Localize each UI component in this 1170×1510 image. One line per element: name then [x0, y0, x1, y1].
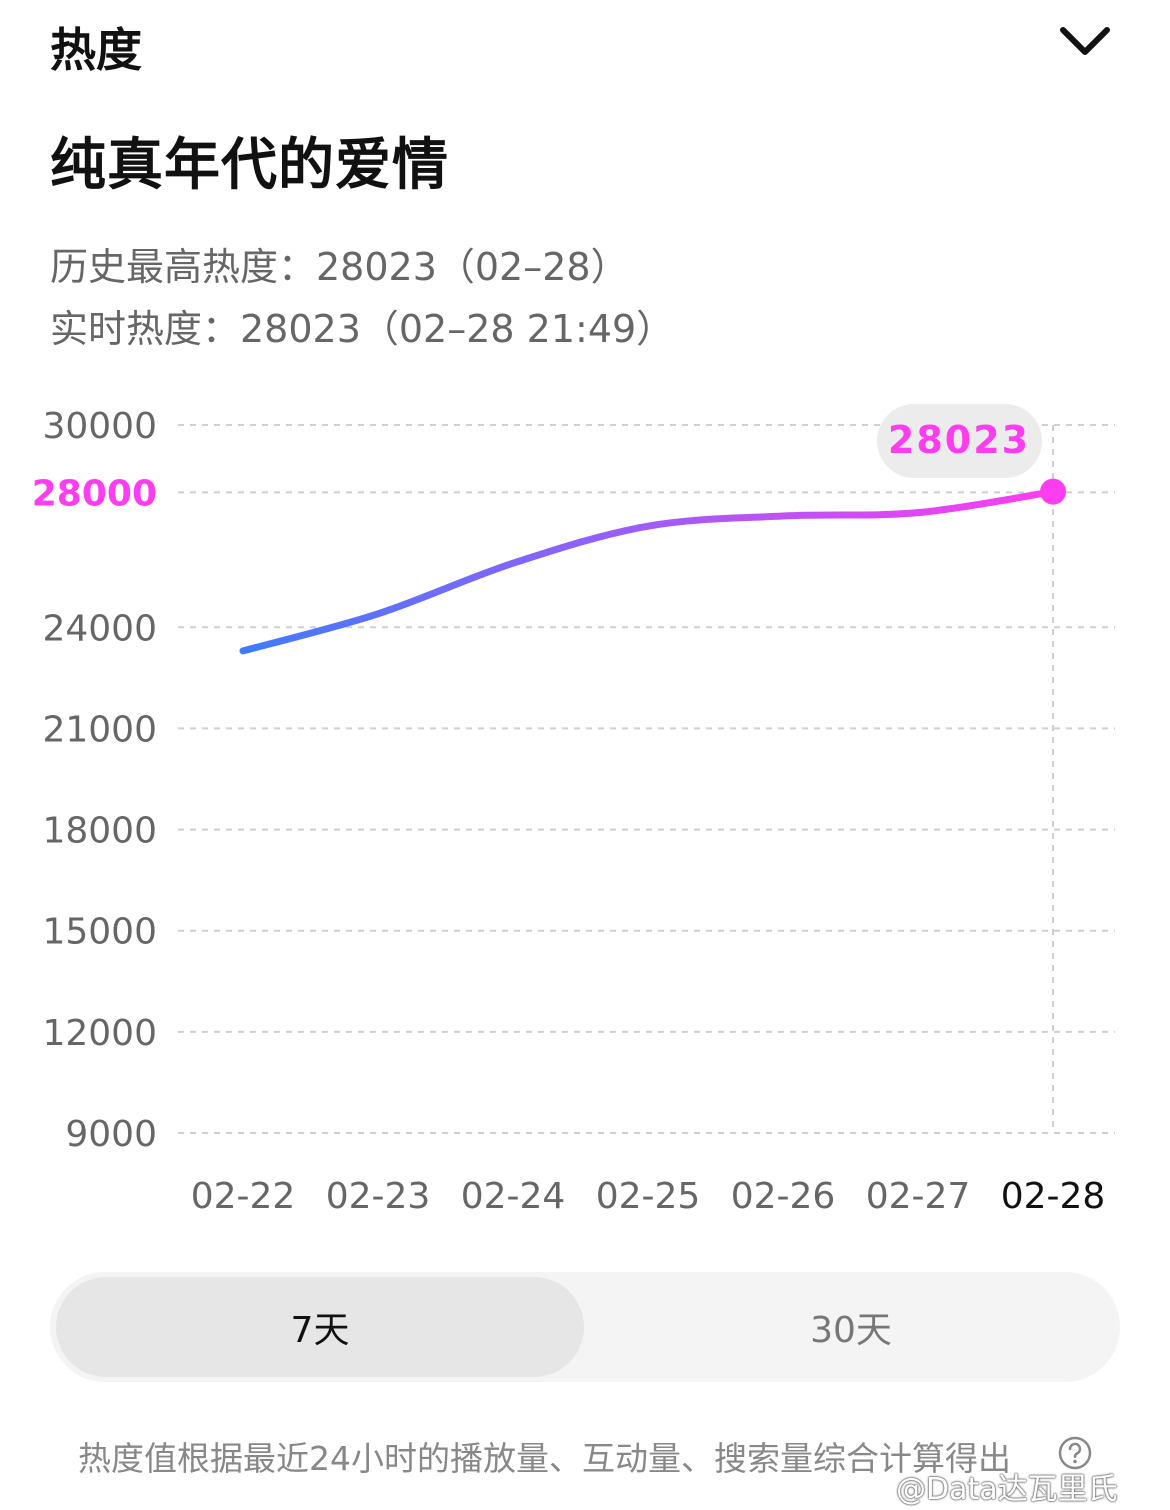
realtime-heat: 实时热度：28023（02–28 21:49） — [50, 307, 675, 351]
current-point — [1040, 478, 1066, 505]
chevron-down-icon[interactable] — [1058, 22, 1112, 66]
x-tick-label: 02-23 — [326, 1176, 431, 1217]
peak-heat: 历史最高热度：28023（02–28） — [50, 245, 629, 289]
y-tick-label: 18000 — [42, 811, 157, 852]
x-tick-label: 02-25 — [596, 1176, 701, 1217]
x-tick-label: 02-27 — [866, 1176, 971, 1217]
value-bubble-label: 28023 — [888, 418, 1030, 462]
range-selector: 7天 30天 — [50, 1272, 1120, 1382]
x-tick-label: 02-26 — [731, 1176, 836, 1217]
show-title: 纯真年代的爱情 — [50, 133, 449, 198]
x-tick-label: 02-28 — [1001, 1176, 1106, 1217]
tab-30-days[interactable]: 30天 — [810, 1310, 892, 1351]
heat-footnote: 热度值根据最近24小时的播放量、互动量、搜索量综合计算得出 — [78, 1439, 1011, 1478]
y-tick-label: 24000 — [42, 608, 157, 649]
tab-7-days[interactable]: 7天 — [56, 1277, 584, 1377]
y-tick-label: 9000 — [65, 1114, 157, 1155]
heat-series-line — [239, 488, 1057, 655]
y-tick-label: 12000 — [42, 1013, 157, 1054]
y-tick-label: 30000 — [42, 406, 157, 447]
value-bubble — [877, 404, 1042, 478]
heat-line-chart: 900012000150001800021000240002800030000 … — [32, 404, 1115, 1217]
header-title: 热度 — [50, 23, 142, 77]
x-tick-label: 02-22 — [191, 1176, 296, 1217]
y-tick-label: 28000 — [32, 473, 157, 514]
question-circle-icon[interactable] — [1058, 1436, 1092, 1470]
y-tick-label: 21000 — [42, 709, 157, 750]
watermark: @Data达瓦里氏 — [896, 1472, 1118, 1507]
x-tick-label: 02-24 — [461, 1176, 566, 1217]
y-tick-label: 15000 — [42, 912, 157, 953]
